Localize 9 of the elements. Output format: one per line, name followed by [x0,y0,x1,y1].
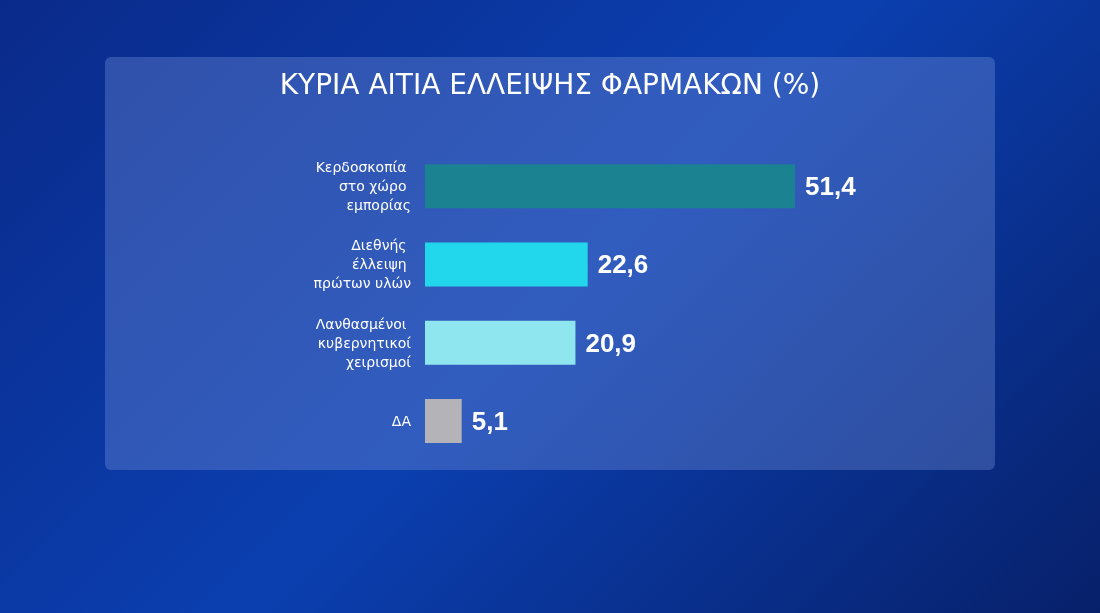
data-label: 22,6 [597,249,649,280]
data-label: 20,9 [585,327,637,358]
y-tick-label: Λανθασμένοι κυβερνητικοί χειρισμοί [315,315,412,370]
y-tick-label: Διεθνής έλλειψη πρώτων υλών [313,237,412,292]
chart-title: ΚΥΡΙΑ ΑΙΤΙΑ ΕΛΛΕΙΨΗΣ ΦΑΡΜΑΚΩΝ (%) [279,67,821,101]
y-tick-label: ΔΑ [391,412,412,429]
data-label: 51,4 [805,171,857,202]
data-label: 5,1 [471,405,508,436]
y-tick-label: Κερδοσκοπία στο χώρο εμπορίας [315,159,411,214]
